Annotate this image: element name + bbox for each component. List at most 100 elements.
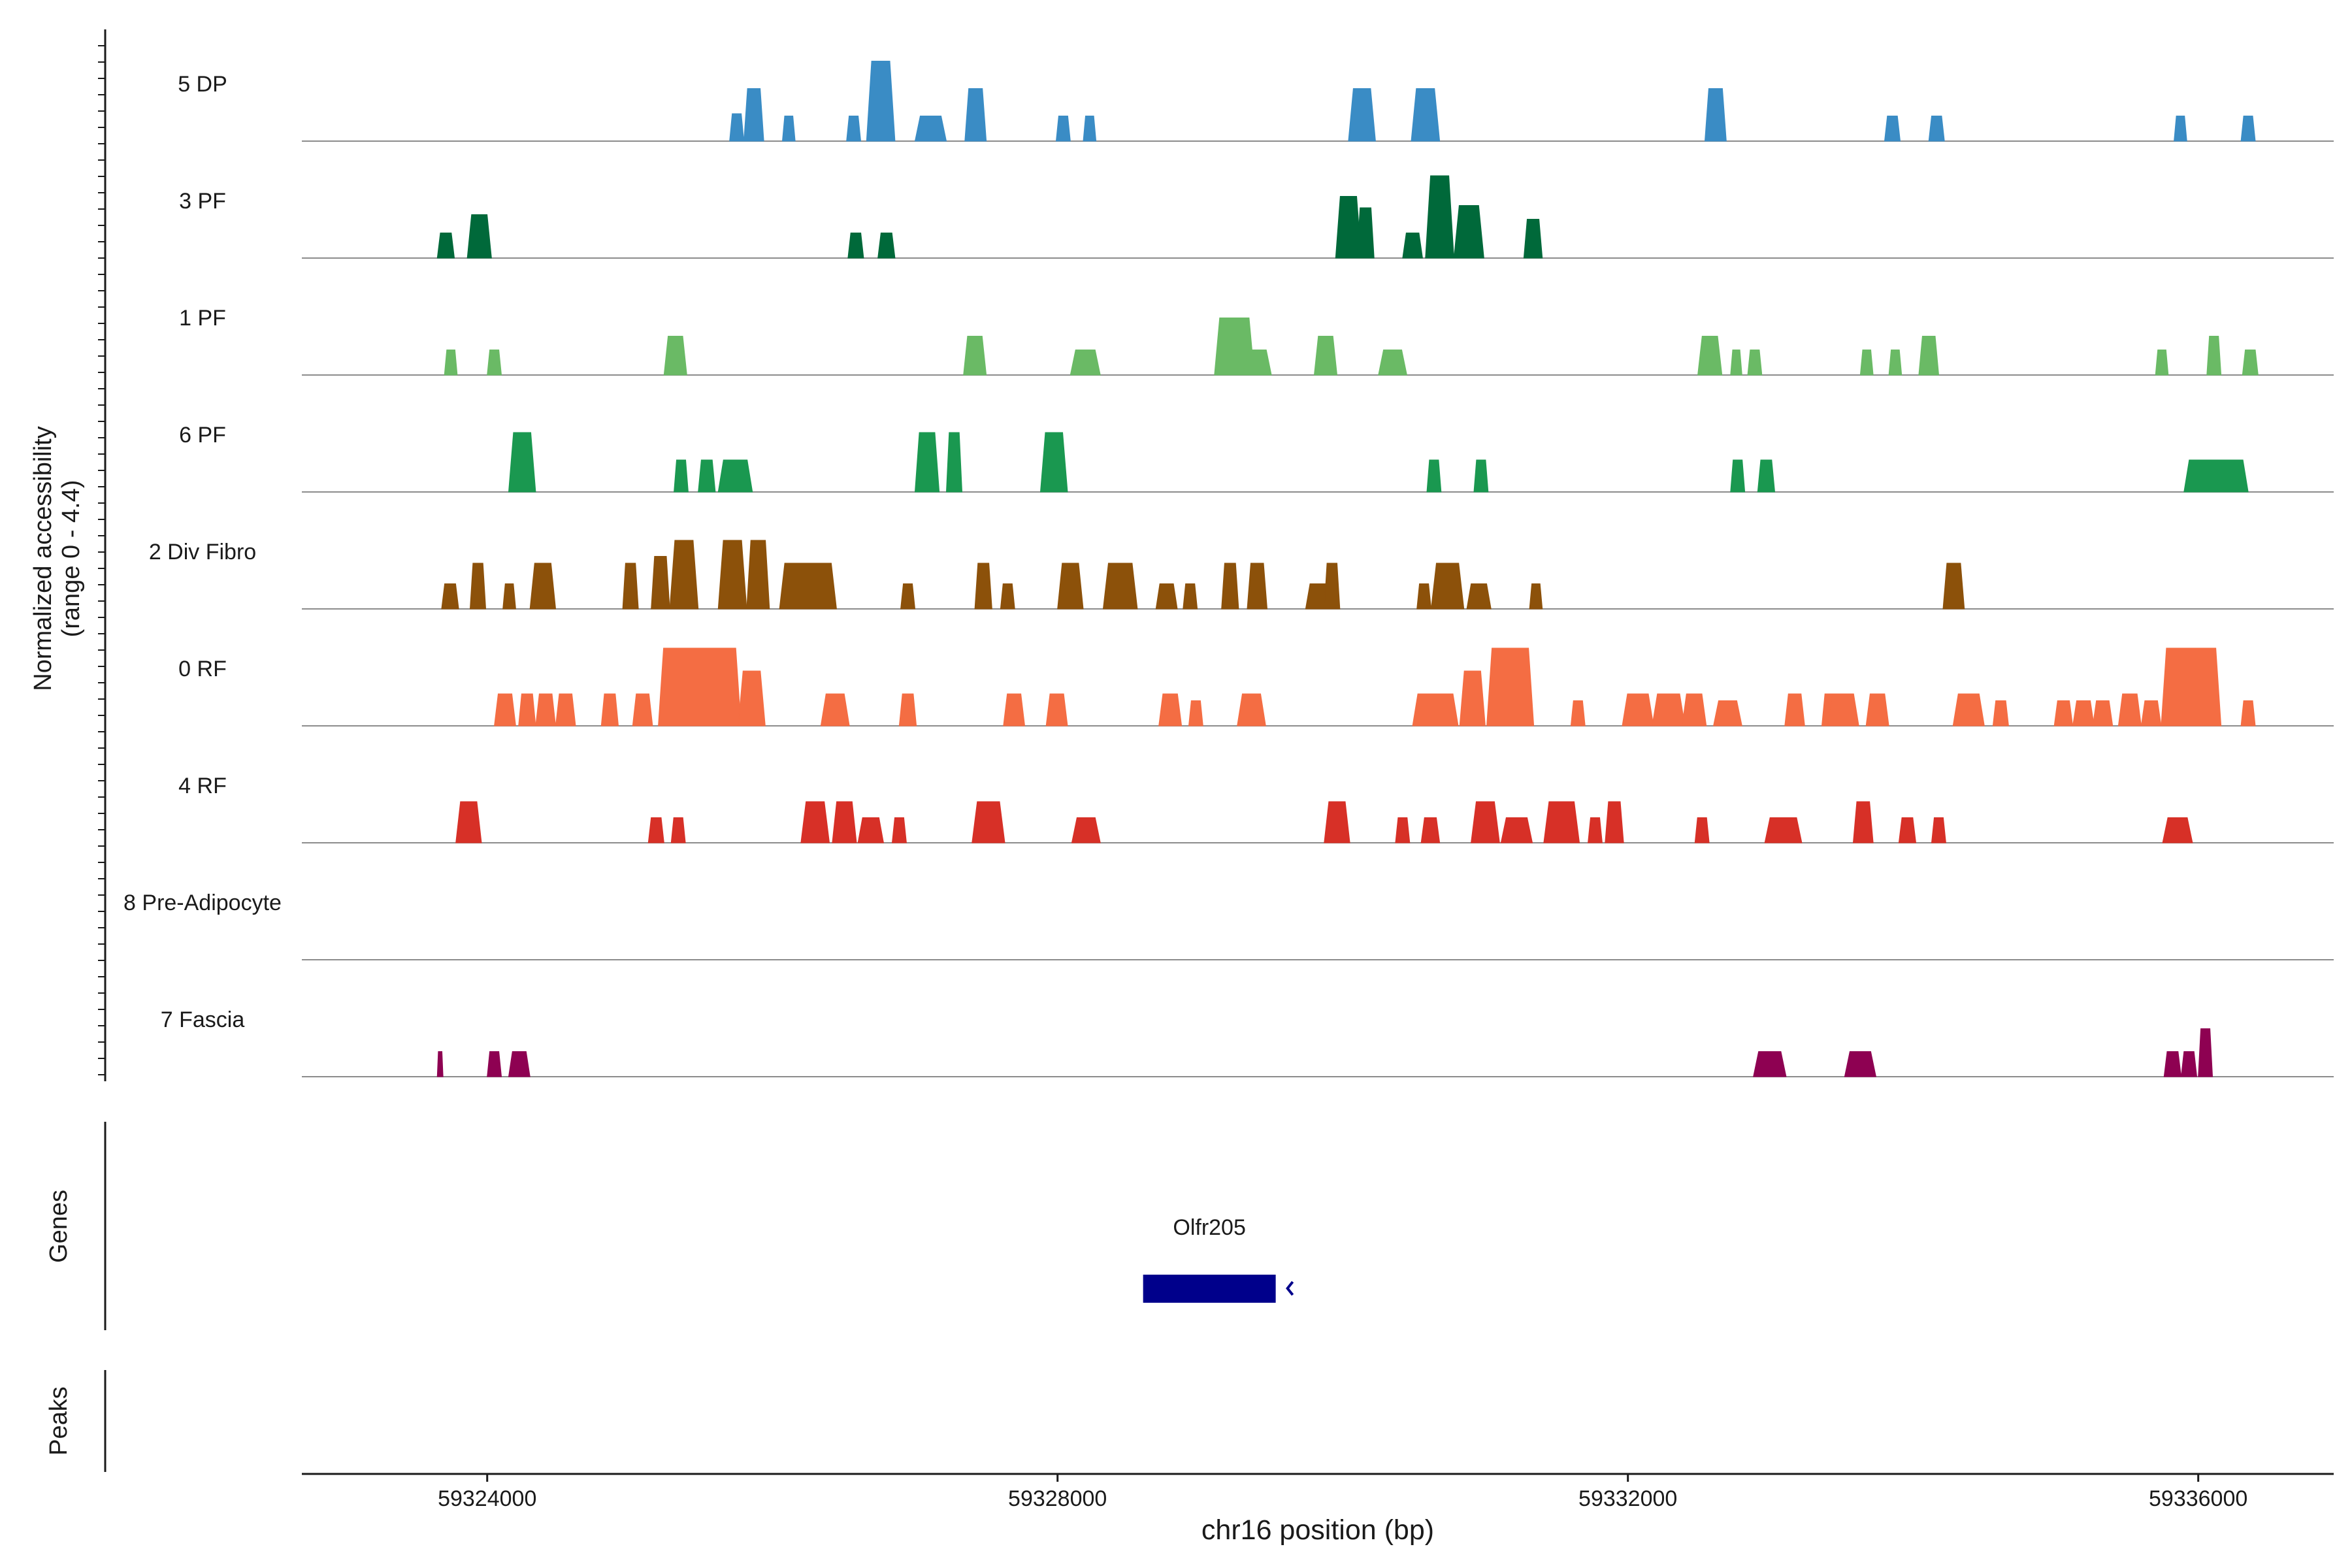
coverage-peak [891,817,907,843]
coverage-peak [444,350,458,376]
coverage-peak [1931,817,1946,843]
coverage-peak [2163,1051,2182,1077]
coverage-peak [1888,350,1903,376]
coverage-peak [518,693,536,727]
coverage-peak [1412,693,1459,727]
coverage-peak [972,801,1005,843]
coverage-peak [2240,116,2256,142]
coverage-peak [820,693,850,727]
coverage-peak [469,563,487,610]
coverage-peak [1757,459,1776,493]
track-label: 3 PF [179,189,226,214]
coverage-peak [1918,336,1940,376]
coverage-peak [455,801,482,843]
coverage-peak [717,459,753,493]
coverage-peak [555,693,576,727]
coverage-peak [1313,336,1338,376]
track-label: 2 Div Fibro [149,540,256,564]
coverage-peak [1000,583,1015,610]
coverage-peak [1784,693,1805,727]
coverage-peak [877,233,896,259]
coverage-peak [1942,563,1965,610]
x-axis-title: chr16 position (bp) [1201,1514,1434,1546]
coverage-peak [670,817,686,843]
track-6: 4 RF [178,774,2334,843]
coverage-peak [1247,563,1268,610]
coverage-peak [1430,563,1465,610]
coverage-peak [729,113,745,142]
peaks-panel-label: Peaks [45,1386,73,1456]
coverage-peak [1453,205,1484,259]
gene-strand-arrow [1286,1281,1294,1296]
coverage-peak [974,563,992,610]
x-tick-label: 59324000 [438,1486,536,1511]
coverage-peak [2174,116,2187,142]
coverage-peak [508,432,536,493]
gene-label: Olfr205 [1173,1215,1246,1240]
coverage-peak [1420,817,1441,843]
coverage-peak [1471,801,1500,843]
gene-body [1143,1275,1276,1303]
coverage-peak [743,88,764,142]
coverage-peak [651,556,670,610]
y-axis-range: (range 0 - 4.4) [57,480,85,638]
coverage-peak [494,693,516,727]
coverage-peak [1416,583,1432,610]
coverage-peak [1605,801,1624,843]
coverage-peak [1402,233,1423,259]
track-5: 0 RF [178,647,2334,727]
coverage-peak [1003,693,1026,727]
coverage-peak [1682,693,1707,727]
coverage-peak [1523,219,1543,259]
coverage-peak [781,116,796,142]
coverage-peak [2155,350,2169,376]
coverage-peak [669,540,699,610]
coverage-peak [1500,817,1533,843]
coverage-y-minor-ticks [98,45,105,1075]
coverage-peak [674,459,689,493]
track-2: 1 PF [179,306,2334,376]
coverage-peak [2140,700,2162,727]
track-0: 5 DP [178,61,2334,142]
coverage-peak [1057,563,1084,610]
coverage-peak [964,88,987,142]
coverage-peak [1070,350,1101,376]
coverage-peak [487,1051,502,1077]
coverage-peak [436,233,455,259]
coverage-peak [2161,647,2222,727]
coverage-peak [2242,350,2259,376]
coverage-peak [632,693,653,727]
coverage-peak [914,432,940,493]
coverage-peak [1844,1051,1877,1077]
coverage-peak [2206,336,2222,376]
coverage-peak [1697,336,1723,376]
coverage-peak [1055,116,1071,142]
coverage-peak [502,583,516,610]
track-label: 6 PF [179,423,226,448]
coverage-peak [2198,1028,2213,1077]
coverage-peak [2117,693,2142,727]
coverage-peak [1730,350,1742,376]
track-label: 0 RF [178,657,227,681]
coverage-peak [1214,318,1255,376]
coverage-peak [2240,700,2256,727]
coverage-peak [832,801,857,843]
coverage-peak [1045,693,1068,727]
coverage-peak [779,563,837,610]
coverage-peak [1694,817,1710,843]
x-axis-ticks: 59324000 59328000 59332000 59336000 [438,1474,2247,1511]
coverage-peak [1928,116,1945,142]
track-3: 6 PF [179,423,2334,493]
coverage-peak [2183,459,2249,493]
coverage-peak [1335,196,1362,259]
coverage-peak [1158,693,1183,727]
x-tick-label: 59336000 [2149,1486,2247,1511]
coverage-peak [1859,350,1874,376]
coverage-peak [1588,817,1603,843]
coverage-peak [1324,563,1341,610]
track-1: 3 PF [179,175,2334,259]
coverage-peak [622,563,639,610]
coverage-peak [1747,350,1763,376]
